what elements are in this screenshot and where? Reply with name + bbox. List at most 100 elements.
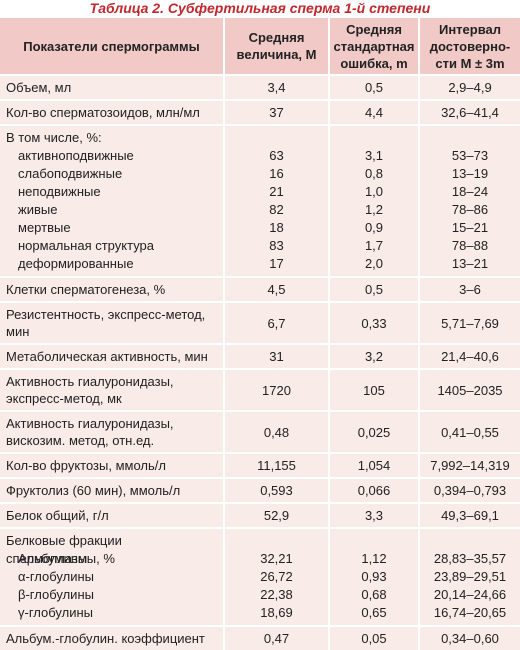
cell: 53–73 13–19 18–24 78–86 15–21 78–88 13–21 xyxy=(420,126,520,276)
sub-cell: 0,65 xyxy=(361,605,387,620)
cell: 32,21 26,72 22,38 18,69 xyxy=(225,529,328,625)
sub-cell: мертвые xyxy=(18,220,71,235)
cell: 63 16 21 82 18 83 17 xyxy=(225,126,328,276)
cell: 6,7 xyxy=(225,303,328,343)
sub-cell: 0,8 xyxy=(364,166,384,181)
cell: 105 xyxy=(330,370,418,410)
table-row: Клетки сперматогенеза, % 4,5 0,5 3–6 xyxy=(0,278,520,301)
header-cell: Показатели спермограммы xyxy=(0,18,223,74)
sub-cell: 78–88 xyxy=(451,238,489,253)
sub-cell: 23,89–29,51 xyxy=(433,569,507,584)
cell: Активность гиалуронидазы, экспресс-метод… xyxy=(0,370,223,410)
cell: 0,41–0,55 xyxy=(420,412,520,452)
table-row: Белок общий, г/л 52,9 3,3 49,3–69,1 xyxy=(0,504,520,527)
cell: 0,48 xyxy=(225,412,328,452)
sub-cell: 26,72 xyxy=(260,569,293,584)
header-cell: Интервал достоверно-сти M ± 3m xyxy=(420,18,520,74)
sub-cell: 15–21 xyxy=(451,220,489,235)
sub-cell: 1,0 xyxy=(364,184,384,199)
sub-cell: 18,69 xyxy=(260,605,293,620)
sub-cell: 53–73 xyxy=(451,148,489,163)
sub-cell: живые xyxy=(18,202,58,217)
sub-cell: Альбумины xyxy=(18,551,88,566)
sub-cell: 13–21 xyxy=(451,256,489,271)
cell: Клетки сперматогенеза, % xyxy=(0,278,223,301)
cell: 4,5 xyxy=(225,278,328,301)
header-cell: Средняя величина, М xyxy=(225,18,328,74)
sub-cell: 83 xyxy=(269,238,284,253)
sub-cell: 13–19 xyxy=(451,166,489,181)
cell: 31 xyxy=(225,345,328,368)
cell: 3,1 0,8 1,0 1,2 0,9 1,7 2,0 xyxy=(330,126,418,276)
cell: 0,066 xyxy=(330,479,418,502)
sub-cell: 16,74–20,65 xyxy=(433,605,507,620)
cell: 49,3–69,1 xyxy=(420,504,520,527)
sub-cell: 22,38 xyxy=(260,587,293,602)
cell: Активность гиалуронидазы, вискозим. мето… xyxy=(0,412,223,452)
sub-cell: 1,2 xyxy=(364,202,384,217)
sub-cell: 1,7 xyxy=(364,238,384,253)
sub-cell: α-глобулины xyxy=(18,569,95,584)
cell: В том числе, %: активноподвижные слабоподв… xyxy=(0,126,223,276)
cell: 37 xyxy=(225,101,328,124)
table-row: Метаболическая активность, мин 31 3,2 21,4–… xyxy=(0,345,520,368)
cell: 52,9 xyxy=(225,504,328,527)
group-label: В том числе, %: xyxy=(6,130,102,145)
cell: 11,155 xyxy=(225,454,328,477)
sub-cell: 3,1 xyxy=(364,148,384,163)
cell: 28,83–35,57 23,89–29,51 20,14–24,66 16,74–2… xyxy=(420,529,520,625)
sub-cell: 2,0 xyxy=(364,256,384,271)
cell: 1720 xyxy=(225,370,328,410)
cell: 3,2 xyxy=(330,345,418,368)
sub-cell: 1,12 xyxy=(361,551,387,566)
cell: Объем, мл xyxy=(0,76,223,99)
cell: Фруктолиз (60 мин), ммоль/л xyxy=(0,479,223,502)
sub-cell: 18 xyxy=(269,220,284,235)
sub-cell: 16 xyxy=(269,166,284,181)
cell: 0,33 xyxy=(330,303,418,343)
table-title: Таблица 2. Субфертильная сперма 1-й степ… xyxy=(89,0,431,16)
sub-cell: 28,83–35,57 xyxy=(433,551,507,566)
cell: Метаболическая активность, мин xyxy=(0,345,223,368)
header-row: Показатели спермограммы Средняя величина,… xyxy=(0,18,520,74)
sub-cell: 82 xyxy=(269,202,284,217)
sub-cell: нормальная структура xyxy=(18,238,155,253)
group-label: Белковые фракции спермоплазмы, % xyxy=(6,533,122,566)
sub-cell: 78–86 xyxy=(451,202,489,217)
cell: Кол-во фруктозы, ммоль/л xyxy=(0,454,223,477)
cell: 1405–2035 xyxy=(420,370,520,410)
sub-cell: 21 xyxy=(269,184,284,199)
sub-cell: 0,68 xyxy=(361,587,387,602)
table-row: Кол-во фруктозы, ммоль/л 11,155 1,054 7,992… xyxy=(0,454,520,477)
cell: 1,12 0,93 0,68 0,65 xyxy=(330,529,418,625)
table-row: Объем, мл 3,4 0,5 2,9–4,9 xyxy=(0,76,520,99)
cell: Резистентность, экспресс-метод, мин xyxy=(0,303,223,343)
cell: 3,3 xyxy=(330,504,418,527)
cell: 5,71–7,69 xyxy=(420,303,520,343)
cell: Белковые фракции спермоплазмы, % Альбумин… xyxy=(0,529,223,625)
cell: 0,025 xyxy=(330,412,418,452)
cell: 4,4 xyxy=(330,101,418,124)
header-cell: Средняя стандартная ошибка, m xyxy=(330,18,418,74)
sub-cell: 17 xyxy=(269,256,284,271)
cell: 7,992–14,319 xyxy=(420,454,520,477)
table-row: В том числе, %: активноподвижные слабоподв… xyxy=(0,126,520,276)
cell: Кол-во сперматозоидов, млн/мл xyxy=(0,101,223,124)
cell: 2,9–4,9 xyxy=(420,76,520,99)
table-row: Активность гиалуронидазы, экспресс-метод… xyxy=(0,370,520,410)
sub-cell: деформированные xyxy=(18,256,134,271)
cell: 21,4–40,6 xyxy=(420,345,520,368)
table-row: Активность гиалуронидазы, вискозим. мето… xyxy=(0,412,520,452)
sub-cell: 63 xyxy=(269,148,284,163)
cell: 3–6 xyxy=(420,278,520,301)
table-row: Фруктолиз (60 мин), ммоль/л 0,593 0,066 0,3… xyxy=(0,479,520,502)
cell: 0,5 xyxy=(330,278,418,301)
sub-cell: 0,93 xyxy=(361,569,387,584)
cell: Белок общий, г/л xyxy=(0,504,223,527)
table-row: Кол-во сперматозоидов, млн/мл 37 4,4 32,6–4… xyxy=(0,101,520,124)
sub-cell: γ-глобулины xyxy=(18,605,93,620)
cell: 0,593 xyxy=(225,479,328,502)
sub-cell: β-глобулины xyxy=(18,587,94,602)
cell: 32,6–41,4 xyxy=(420,101,520,124)
